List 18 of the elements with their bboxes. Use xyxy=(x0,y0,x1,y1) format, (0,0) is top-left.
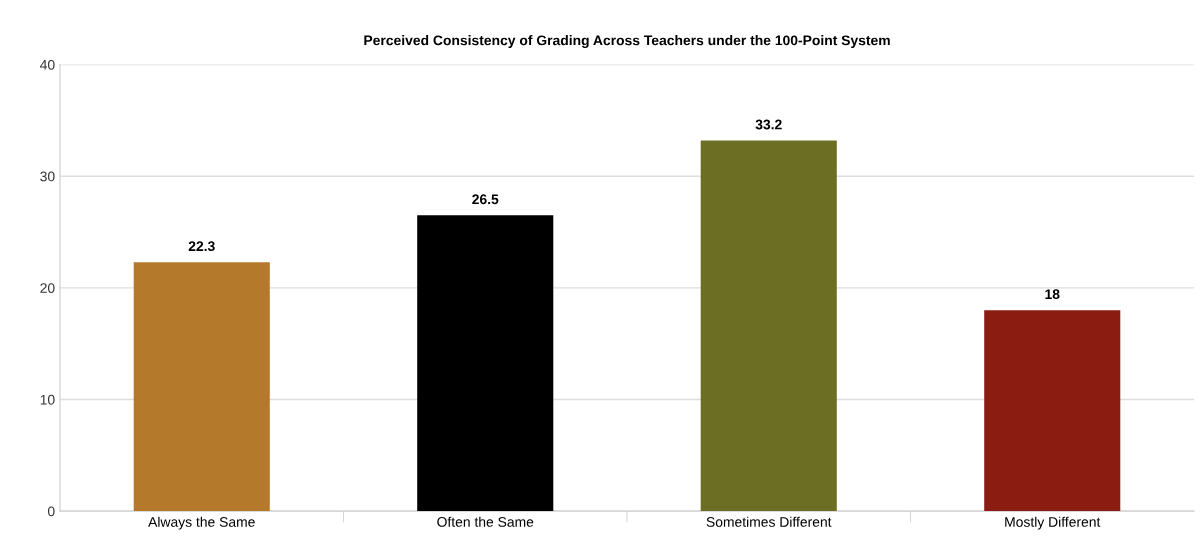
bar xyxy=(984,310,1121,512)
y-tick-label: 30 xyxy=(40,171,55,182)
data-label: 18 xyxy=(1045,289,1060,300)
y-tick-label: 40 xyxy=(40,59,55,70)
data-label: 22.3 xyxy=(188,241,215,252)
y-tick-label: 20 xyxy=(40,283,55,293)
chart-title: Perceived Consistency of Grading Across Teachers under the 100-Point System xyxy=(364,35,890,49)
data-label: 26.5 xyxy=(472,194,499,205)
x-tick-label: Always the Same xyxy=(148,516,255,530)
bar xyxy=(417,215,554,512)
y-tick-label: 0 xyxy=(47,506,55,517)
bar xyxy=(700,140,837,512)
y-tick-label: 10 xyxy=(40,394,55,405)
data-label: 33.2 xyxy=(755,119,782,130)
x-tick-label: Sometimes Different xyxy=(706,516,832,527)
bar xyxy=(133,262,270,512)
x-tick-label: Mostly Different xyxy=(1005,516,1101,530)
x-tick-label: Often the Same xyxy=(437,516,534,527)
